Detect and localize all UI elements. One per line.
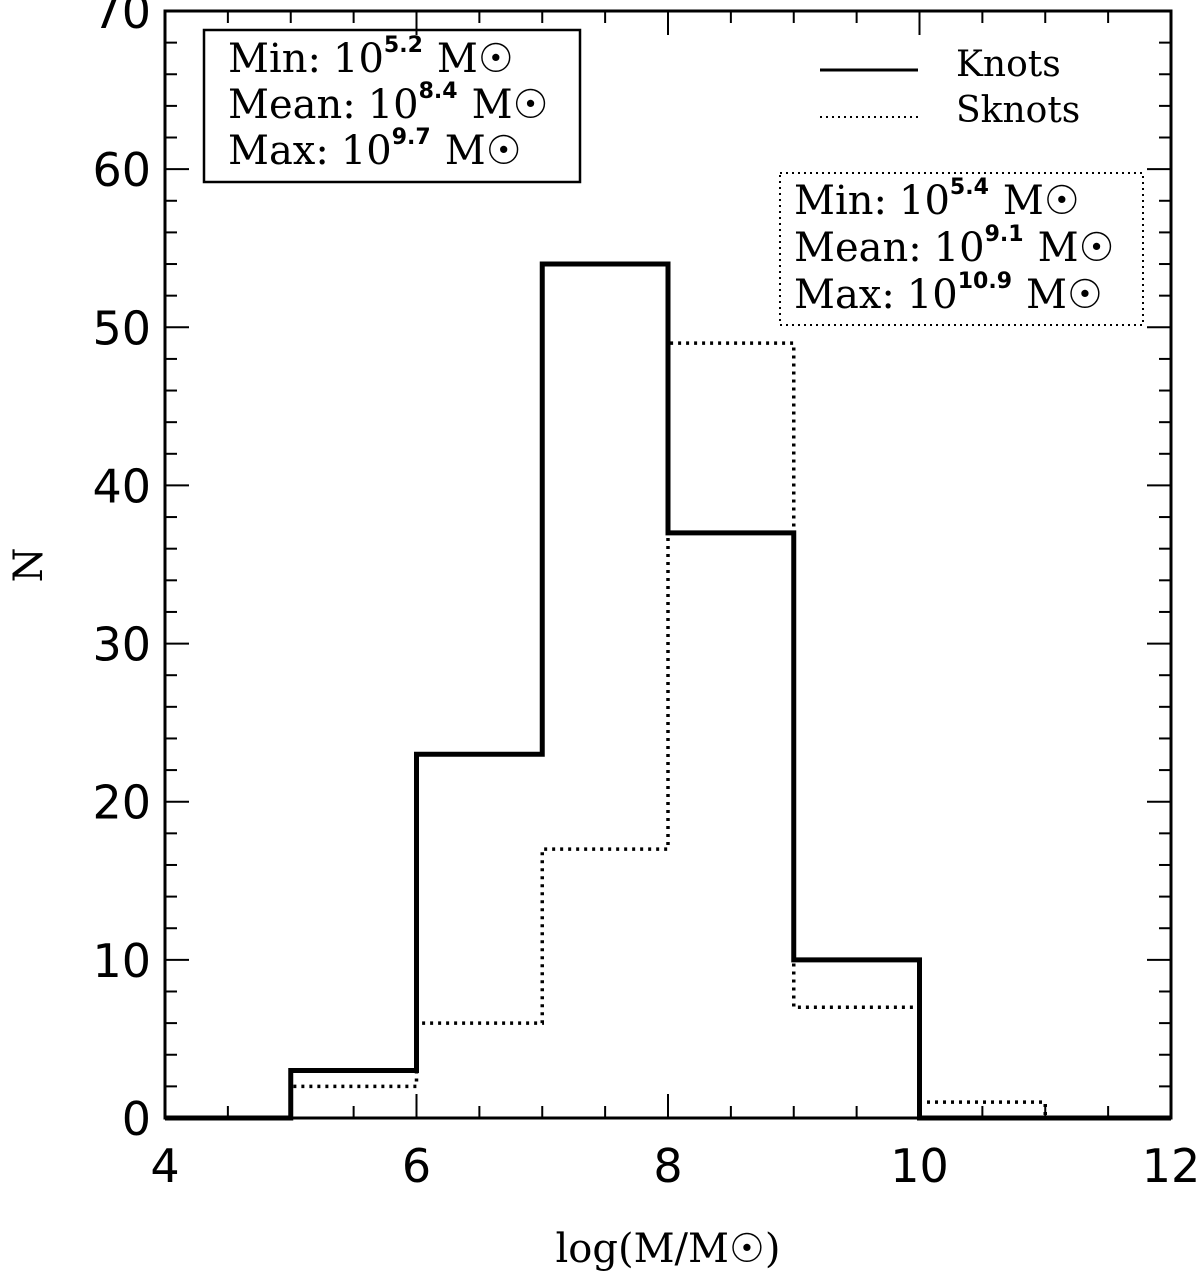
sknots-min-base: 10	[899, 178, 950, 224]
y-tick-label: 20	[92, 776, 151, 830]
sknots-mean-label: Mean:	[794, 225, 922, 271]
y-tick-label: 30	[92, 618, 151, 672]
x-tick-label: 4	[150, 1139, 179, 1193]
knots-min-row: Min: 105.2 M☉	[228, 33, 514, 82]
knots-max-unit: M☉	[445, 128, 522, 174]
y-axis-title: N	[6, 548, 52, 583]
sknots-min-exp: 5.4	[950, 175, 989, 200]
knots-mean-label: Mean:	[228, 82, 356, 128]
sknots-stats-border	[779, 172, 1144, 326]
knots-max-label: Max:	[228, 128, 329, 174]
histogram-knots	[165, 261, 1171, 1121]
knots-min-unit: M☉	[437, 36, 514, 82]
legend-label-knots: Knots	[956, 44, 1061, 85]
y-tick-label: 0	[122, 1092, 151, 1146]
ticks-layer	[164, 10, 1172, 1119]
knots-mean-exp: 8.4	[419, 79, 458, 104]
sknots-max-row: Max: 1010.9 M☉	[794, 269, 1103, 318]
legend: Knots Sknots	[820, 44, 1080, 131]
knots-mean-unit: M☉	[472, 82, 549, 128]
y-tick-label: 40	[92, 459, 151, 513]
x-tick-label: 8	[653, 1139, 682, 1193]
x-axis-title: log(M/M☉)	[556, 1226, 781, 1272]
knots-min-base: 10	[333, 36, 384, 82]
sknots-min-unit: M☉	[1003, 178, 1080, 224]
sknots-mean-unit: M☉	[1038, 225, 1115, 271]
sknots-min-row: Min: 105.4 M☉	[794, 175, 1080, 224]
knots-mean-row: Mean: 108.4 M☉	[228, 79, 548, 128]
legend-label-sknots: Sknots	[956, 90, 1080, 131]
y-tick-label: 10	[92, 934, 151, 988]
knots-max-exp: 9.7	[392, 125, 431, 150]
y-tick-label: 60	[92, 143, 151, 197]
knots-max-base: 10	[341, 128, 392, 174]
knots-stats-box: Min: 105.2 M☉ Mean: 108.4 M☉ Max: 109.7 M☉	[202, 28, 582, 184]
knots-max-row: Max: 109.7 M☉	[228, 125, 522, 174]
sknots-min-label: Min:	[794, 178, 887, 224]
x-tick-label: 12	[1142, 1139, 1200, 1193]
sknots-max-exp: 10.9	[958, 269, 1012, 294]
plot-frame	[163, 9, 1173, 1120]
sknots-mean-exp: 9.1	[985, 222, 1024, 247]
x-tick-label: 6	[402, 1139, 431, 1193]
knots-stats-border	[202, 28, 582, 184]
sknots-max-label: Max:	[794, 272, 895, 318]
y-tick-label: 50	[92, 301, 151, 355]
series-layer	[165, 261, 1171, 1121]
tick-labels-layer: 4 6 8 10 12 0 10 20 30 40 50 60 70	[92, 0, 1200, 1193]
sknots-max-unit: M☉	[1026, 272, 1103, 318]
knots-mean-base: 10	[368, 82, 419, 128]
knots-min-exp: 5.2	[384, 33, 423, 58]
sknots-max-base: 10	[907, 272, 958, 318]
y-tick-label: 70	[92, 0, 151, 39]
histogram-sknots	[165, 341, 1171, 1120]
sknots-mean-base: 10	[934, 225, 985, 271]
sknots-stats-box: Min: 105.4 M☉ Mean: 109.1 M☉ Max: 1010.9 M☉	[779, 172, 1144, 326]
x-tick-label: 10	[890, 1139, 949, 1193]
sknots-mean-row: Mean: 109.1 M☉	[794, 222, 1114, 271]
knots-min-label: Min:	[228, 36, 321, 82]
